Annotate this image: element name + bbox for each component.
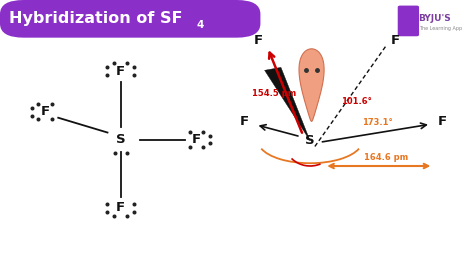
- Text: F: F: [116, 201, 125, 214]
- Text: 173.1°: 173.1°: [362, 118, 393, 127]
- Text: F: F: [391, 34, 400, 47]
- Text: F: F: [116, 65, 125, 78]
- Text: F: F: [254, 34, 263, 47]
- Text: F: F: [40, 105, 50, 118]
- Polygon shape: [264, 68, 310, 141]
- Text: BYJU'S: BYJU'S: [419, 14, 451, 23]
- Text: 164.6 pm: 164.6 pm: [364, 153, 408, 162]
- Text: F: F: [438, 115, 447, 128]
- Text: 4: 4: [197, 20, 204, 30]
- Text: S: S: [305, 134, 315, 147]
- FancyBboxPatch shape: [398, 6, 419, 36]
- Polygon shape: [299, 49, 324, 121]
- Text: 101.6°: 101.6°: [341, 97, 372, 106]
- Text: F: F: [239, 115, 248, 128]
- Text: 154.5 pm: 154.5 pm: [253, 89, 297, 98]
- Text: The Learning App: The Learning App: [419, 26, 462, 31]
- Text: S: S: [116, 133, 126, 146]
- Text: F: F: [192, 133, 201, 146]
- FancyBboxPatch shape: [0, 0, 260, 38]
- Text: Hybridization of SF: Hybridization of SF: [9, 11, 182, 27]
